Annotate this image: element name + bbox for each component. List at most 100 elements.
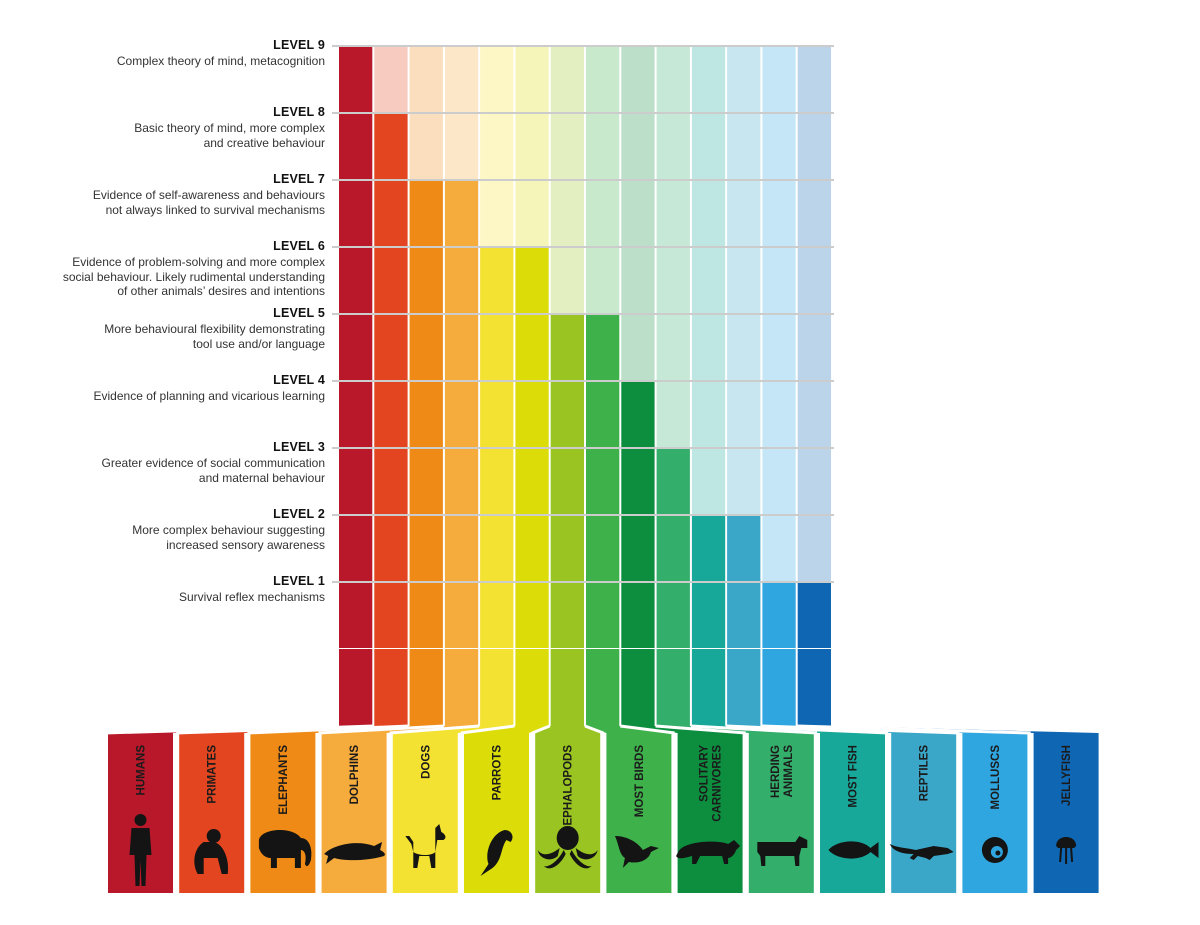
grid-cell <box>409 181 443 246</box>
grid-cell <box>444 47 479 112</box>
grid-cell <box>374 181 408 246</box>
column-tail <box>797 649 831 727</box>
animal-label: MOST BIRDS <box>634 745 646 818</box>
grid-cell <box>797 114 831 179</box>
animal-label-text: CEPHALOPODS <box>563 745 575 834</box>
grid-cell <box>374 516 408 581</box>
grid-cell <box>727 315 761 380</box>
grid-cell <box>797 449 831 514</box>
grid-cell <box>656 516 690 581</box>
grid-cell <box>409 583 443 648</box>
level-description: Evidence of self-awareness and behaviour… <box>0 188 325 217</box>
grid-cell <box>374 315 408 380</box>
human-silhouette-icon <box>129 814 152 886</box>
grid-cell <box>621 248 655 313</box>
grid-cell <box>762 114 796 179</box>
level-description: Basic theory of mind, more complex and cr… <box>0 121 325 150</box>
grid-cell <box>550 315 584 380</box>
grid-cell <box>656 181 690 246</box>
column-tail <box>409 649 443 727</box>
snail-silhouette-icon <box>981 837 1008 863</box>
grid-cell <box>656 47 690 112</box>
grid-cell <box>691 181 726 246</box>
grid-cell <box>444 114 479 179</box>
level-description-line: Complex theory of mind, metacognition <box>116 54 325 68</box>
grid-cell <box>762 315 796 380</box>
animal-label-text: DOLPHINS <box>349 745 361 805</box>
column-tail <box>550 649 584 727</box>
grid-cell <box>339 114 373 179</box>
grid-cell <box>550 47 584 112</box>
fan-separator <box>655 724 746 735</box>
panther-silhouette-icon <box>676 840 741 864</box>
level-description-line: Evidence of problem-solving and more com… <box>72 255 325 269</box>
column-tail <box>727 649 761 727</box>
grid-cell <box>691 315 726 380</box>
grid-cell <box>515 583 549 648</box>
grid-cell <box>515 382 549 447</box>
animal-bar <box>606 733 672 893</box>
animal-bar <box>464 733 529 893</box>
jellyfish-silhouette-icon <box>1056 837 1077 864</box>
level-description-line: Greater evidence of social communication <box>101 456 325 470</box>
grid-cell <box>550 181 584 246</box>
level-description-line: Evidence of planning and vicarious learn… <box>93 389 326 403</box>
elephant-silhouette-icon <box>258 829 312 868</box>
grid-cell <box>621 315 655 380</box>
grid-cell <box>656 382 690 447</box>
grid-cell <box>515 449 549 514</box>
animal-label: HUMANS <box>136 745 148 796</box>
grid-cell <box>727 516 761 581</box>
fish-silhouette-icon <box>828 841 879 859</box>
parrot-silhouette-icon <box>480 830 513 876</box>
level-title: LEVEL 9 <box>273 38 325 52</box>
grid-cell <box>762 449 796 514</box>
animal-label-text: PARROTS <box>492 745 504 801</box>
grid-cell <box>762 516 796 581</box>
grid-cell <box>586 248 620 313</box>
level-title: LEVEL 6 <box>273 239 325 253</box>
grid-cell <box>480 181 514 246</box>
grid-cell <box>621 382 655 447</box>
grid-cell <box>586 382 620 447</box>
grid-cell <box>586 114 620 179</box>
animal-label-text: ELEPHANTS <box>278 745 290 815</box>
level-description-line: Evidence of self-awareness and behaviour… <box>92 188 325 202</box>
fan-separator <box>690 724 818 735</box>
column-tail <box>339 649 373 727</box>
grid-cell <box>797 382 831 447</box>
grid-cell <box>515 516 549 581</box>
level-description: Complex theory of mind, metacognition <box>0 54 325 69</box>
level-label: LEVEL 6 Evidence of problem-solving and m… <box>0 239 325 299</box>
animal-label-text: ANIMALS <box>783 745 795 798</box>
level-description-line: and creative behaviour <box>203 135 325 150</box>
animal-label: DOLPHINS <box>349 745 361 805</box>
grid-cell <box>444 516 479 581</box>
level-description: More behavioural flexibility demonstrati… <box>0 322 325 351</box>
grid-cell <box>727 47 761 112</box>
animal-bar <box>179 733 245 893</box>
grid-cell <box>409 449 443 514</box>
level-label: LEVEL 1 Survival reflex mechanisms <box>0 574 325 605</box>
grid-cell <box>409 382 443 447</box>
grid-cell <box>797 516 831 581</box>
grid-cell <box>480 47 514 112</box>
level-label: LEVEL 3 Greater evidence of social commun… <box>0 440 325 485</box>
grid-cell <box>691 248 726 313</box>
grid-cell <box>797 47 831 112</box>
grid-cell <box>762 382 796 447</box>
grid-cell <box>621 47 655 112</box>
grid-cell <box>797 248 831 313</box>
animal-bar <box>677 733 743 893</box>
animal-bar <box>535 733 601 893</box>
grid-cell <box>480 449 514 514</box>
grid-cell <box>515 248 549 313</box>
animal-bar <box>820 733 885 893</box>
grid-cell <box>621 181 655 246</box>
level-title: LEVEL 5 <box>273 306 325 320</box>
grid-cell <box>444 315 479 380</box>
animal-label: MOLLUSCS <box>990 745 1002 810</box>
level-label: LEVEL 4 Evidence of planning and vicariou… <box>0 373 326 404</box>
column-tail <box>656 649 690 727</box>
grid-cell <box>515 47 549 112</box>
